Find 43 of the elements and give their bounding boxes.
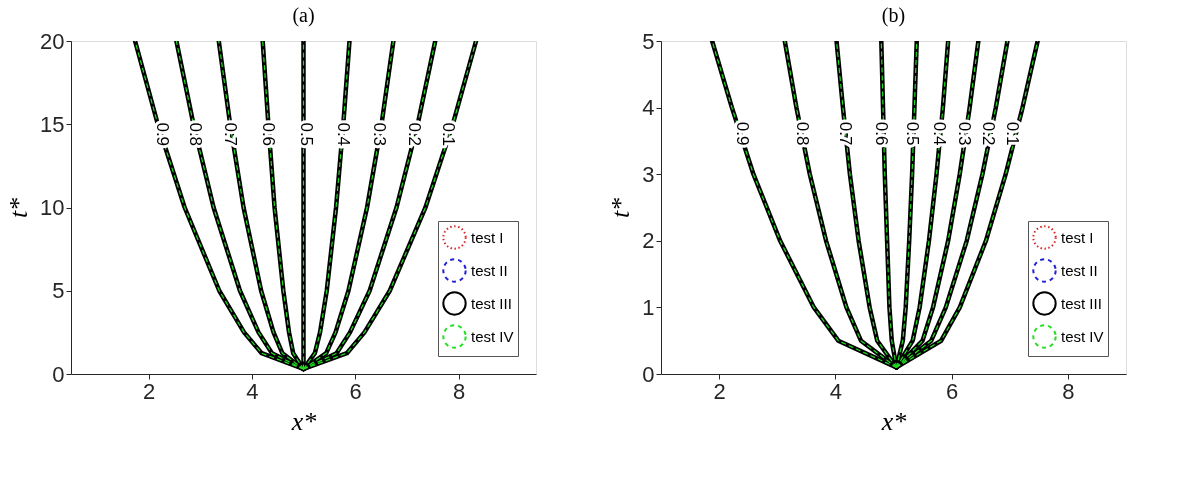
y-tick-label: 5 (642, 28, 655, 54)
y-tick-label: 20 (40, 28, 65, 54)
annotation: 0.4 (930, 121, 950, 146)
legend-label: test III (1061, 294, 1102, 312)
y-tick-label: 5 (52, 278, 65, 304)
annotation: 0.3 (369, 122, 389, 147)
x-axis-title: x* (880, 406, 907, 436)
x-axis-title: x* (290, 406, 317, 436)
y-tick-label: 0 (52, 361, 65, 387)
y-tick-label: 0 (642, 361, 655, 387)
y-tick-label: 10 (40, 195, 65, 220)
annotation: 0.9 (733, 121, 753, 146)
legend-label: test II (471, 261, 508, 279)
x-tick-label: 2 (713, 378, 726, 404)
x-tick-label: 6 (349, 378, 362, 404)
legend-label: test IV (1061, 327, 1104, 345)
y-tick-label: 1 (642, 294, 655, 320)
legend-label: test III (471, 294, 512, 312)
annotation: 0.5 (297, 122, 317, 147)
x-tick-label: 8 (1062, 378, 1075, 404)
legend-label: test I (1061, 228, 1094, 246)
chart-title: (b) (881, 4, 906, 27)
annotation: 0.2 (979, 121, 999, 146)
annotation: 0.1 (1003, 121, 1023, 146)
x-tick-label: 8 (452, 378, 466, 404)
legend-label: test I (471, 228, 504, 246)
y-tick-label: 3 (642, 161, 655, 187)
annotation: 0.3 (955, 121, 975, 146)
y-tick-label: 2 (642, 228, 655, 254)
x-tick-label: 6 (946, 378, 959, 404)
chart-title: (a) (292, 4, 315, 27)
x-tick-label: 4 (246, 378, 259, 404)
annotation: 0.6 (258, 122, 278, 147)
x-tick-label: 2 (142, 378, 156, 404)
y-axis-title: t* (606, 197, 636, 219)
legend-label: test IV (471, 327, 514, 345)
annotation: 0.7 (221, 122, 241, 147)
legend-label: test II (1061, 261, 1098, 279)
y-tick-label: 15 (40, 111, 65, 137)
y-tick-label: 4 (642, 95, 655, 121)
annotation: 0.2 (404, 122, 424, 147)
y-axis-title: t* (4, 197, 34, 219)
x-tick-label: 4 (829, 378, 842, 404)
